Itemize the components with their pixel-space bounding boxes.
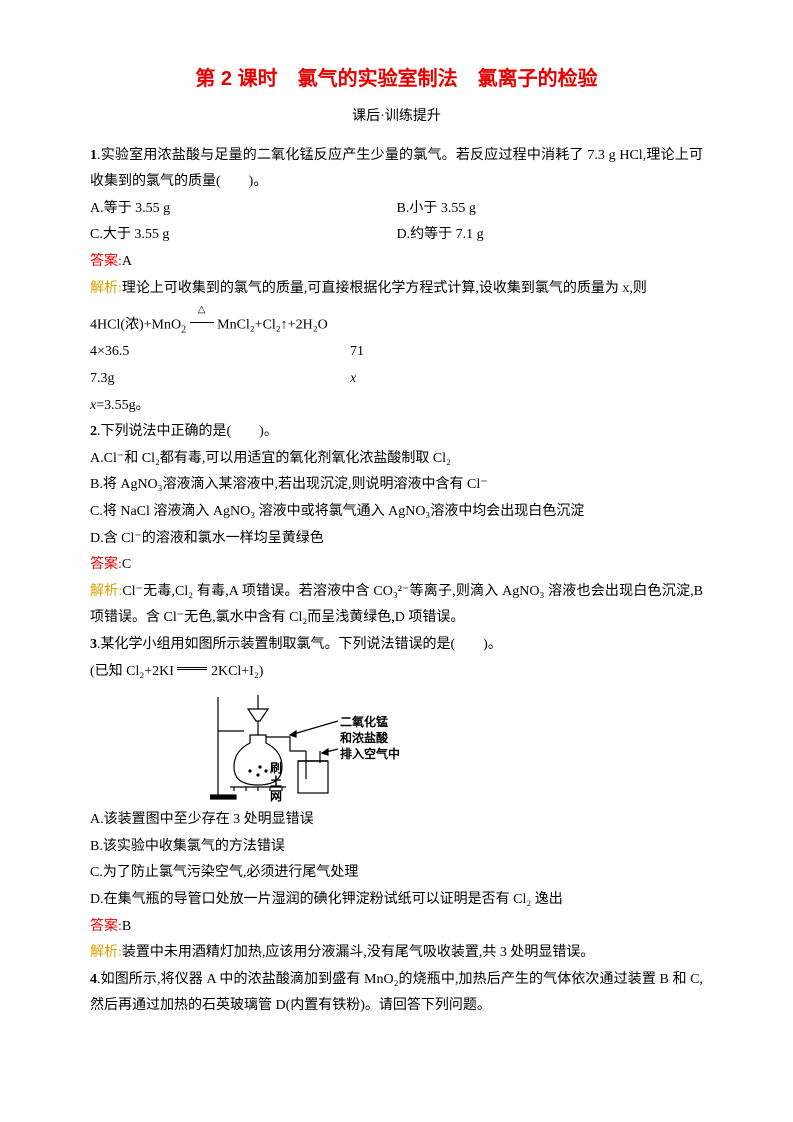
stoich-2b: x [350,366,356,393]
q1-opt-a: A.等于 3.55 g [90,196,397,223]
q4-stem: 4.如图所示,将仪器 A 中的浓盐酸滴加到盛有 MnO₂的烧瓶中,加热后产生的气… [90,967,703,1020]
q2-answer-value: C [122,557,131,572]
q3-answer-value: B [122,919,131,934]
eq-right: MnCl₂+Cl₂↑+2H₂O [217,318,328,333]
q3-opt-c: C.为了防止氯气污染空气,必须进行尾气处理 [90,860,703,887]
answer-label: 答案: [90,919,122,934]
q2-opt-a: A.Cl⁻和 Cl₂都有毒,可以用适宜的氧化剂氧化浓盐酸制取 Cl₂ [90,446,703,473]
q3-analysis-text: 装置中未用酒精灯加热,应该用分液漏斗,没有尾气吸收装置,共 3 处明显错误。 [122,945,595,960]
q1-opt-b: B.小于 3.55 g [397,196,704,223]
q1-analysis: 解析:理论上可收集到的氯气的质量,可直接根据化学方程式计算,设收集到氯气的质量为… [90,276,703,303]
page-title: 第 2 课时 氯气的实验室制法 氯离子的检验 [90,60,703,98]
eq-left: 4HCl(浓)+MnO [90,318,181,333]
given-left: (已知 Cl₂+2KI [90,664,174,679]
q2-analysis: 解析:Cl⁻无毒,Cl₂ 有毒,A 项错误。若溶液中含 CO₃²⁻等离子,则滴入… [90,579,703,632]
q3-answer: 答案:B [90,914,703,941]
q2-text: .下列说法中正确的是( )。 [97,424,278,439]
q2-opt-d: D.含 Cl⁻的溶液和氯水一样均呈黄绿色 [90,526,703,553]
q1-number: 1 [90,148,97,163]
stoich-1b: 71 [350,339,364,366]
stoich-1a: 4×36.5 [90,339,350,366]
heat-symbol [190,312,214,339]
given-right: 2KCl+I₂) [211,664,263,679]
q3-stem: 3.某化学小组用如图所示装置制取氯气。下列说法错误的是( )。 [90,632,703,659]
analysis-label: 解析: [90,945,122,960]
q2-number: 2 [90,424,97,439]
q4-number: 4 [90,972,97,987]
q3-opt-d: D.在集气瓶的导管口处放一片湿润的碘化钾淀粉试纸可以证明是否有 Cl₂ 逸出 [90,887,703,914]
subtitle: 课后·训练提升 [90,104,703,131]
q3-analysis: 解析:装置中未用酒精灯加热,应该用分液漏斗,没有尾气吸收装置,共 3 处明显错误… [90,940,703,967]
q1-answer-value: A [122,254,132,269]
q1-options: A.等于 3.55 g B.小于 3.55 g C.大于 3.55 g D.约等… [90,196,703,249]
q2-opt-c: C.将 NaCl 溶液滴入 AgNO₃ 溶液中或将氯气通入 AgNO₃溶液中均会… [90,499,703,526]
q1-stoich-row1: 4×36.5 71 [90,339,703,366]
q1-text: .实验室用浓盐酸与足量的二氧化锰反应产生少量的氯气。若反应过程中消耗了 7.3 … [90,148,703,190]
q4-text: .如图所示,将仪器 A 中的浓盐酸滴加到盛有 MnO₂的烧瓶中,加热后产生的气体… [90,972,703,1014]
q1-answer: 答案:A [90,249,703,276]
q1-stem: 1.实验室用浓盐酸与足量的二氧化锰反应产生少量的氯气。若反应过程中消耗了 7.3… [90,143,703,196]
q3-number: 3 [90,637,97,652]
diagram-label-3: 排入空气中 [340,743,400,766]
diagram-label-6: 网 [270,785,282,808]
q3-opt-a: A.该装置图中至少存在 3 处明显错误 [90,807,703,834]
apparatus-diagram: 二氧化锰 和浓盐酸 排入空气中 刷 土 网 [210,691,430,801]
q1-opt-c: C.大于 3.55 g [90,222,397,249]
answer-label: 答案: [90,557,122,572]
q3-opt-b: B.该实验中收集氯气的方法错误 [90,834,703,861]
q1-opt-d: D.约等于 7.1 g [397,222,704,249]
q3-text: .某化学小组用如图所示装置制取氯气。下列说法错误的是( )。 [97,637,502,652]
analysis-label: 解析: [90,584,122,599]
analysis-label: 解析: [90,281,122,296]
q1-result: x=3.55g。 [90,393,703,420]
eq-double-line [177,666,207,671]
q2-answer: 答案:C [90,552,703,579]
q1-stoich-row2: 7.3g x [90,366,703,393]
q3-given: (已知 Cl₂+2KI 2KCl+I₂) [90,659,703,686]
q2-opt-b: B.将 AgNO₃溶液滴入某溶液中,若出现沉淀,则说明溶液中含有 Cl⁻ [90,472,703,499]
answer-label: 答案: [90,254,122,269]
q2-stem: 2.下列说法中正确的是( )。 [90,419,703,446]
q1-analysis-text: 理论上可收集到的氯气的质量,可直接根据化学方程式计算,设收集到氯气的质量为 x,… [122,281,647,296]
q2-analysis-text: Cl⁻无毒,Cl₂ 有毒,A 项错误。若溶液中含 CO₃²⁻等离子,则滴入 Ag… [90,584,703,626]
stoich-2a: 7.3g [90,366,350,393]
q1-equation: 4HCl(浓)+MnO2 MnCl₂+Cl₂↑+2H₂O [90,312,703,339]
